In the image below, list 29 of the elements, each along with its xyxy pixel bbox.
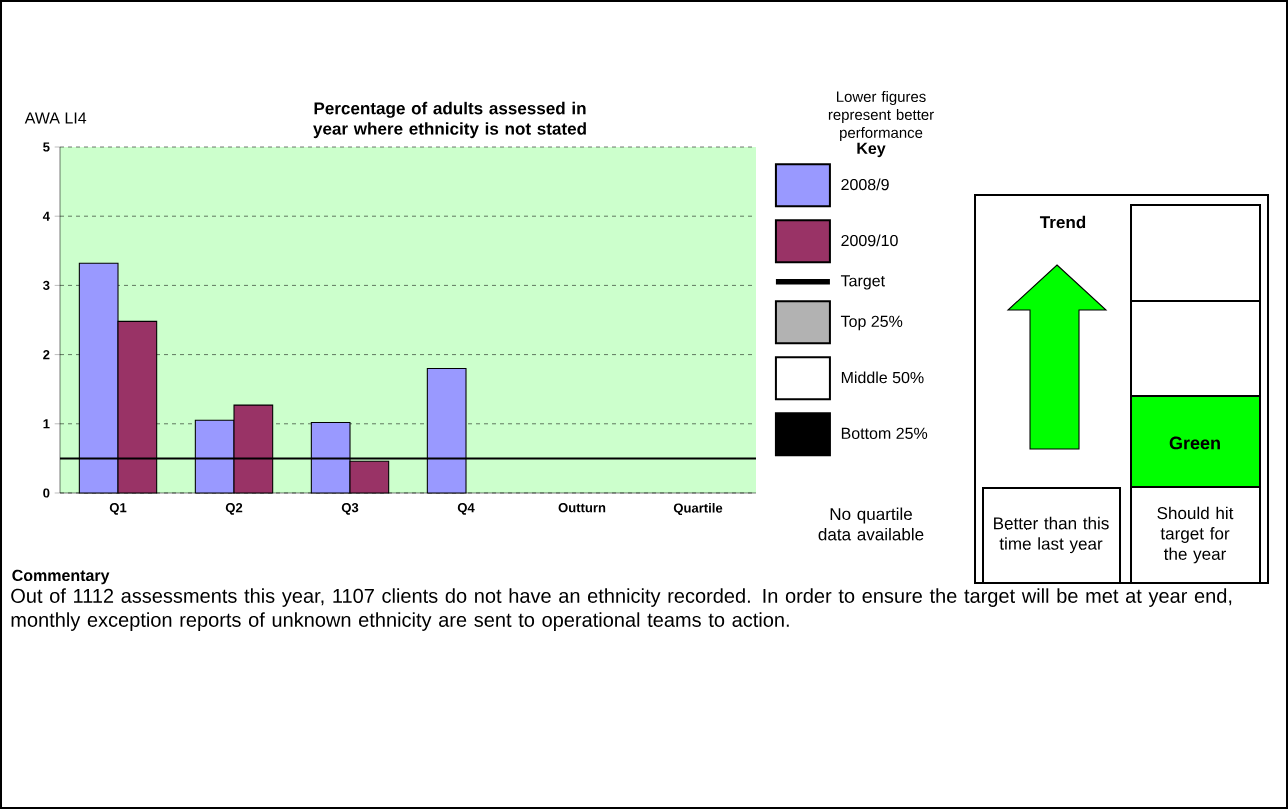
x-tick-label: Quartile [673, 503, 723, 516]
text: Bottom 25% [841, 427, 928, 439]
y-tick-label: 0 [43, 488, 50, 498]
text: AWA LI4 [24, 112, 87, 124]
legend-title: Key [857, 142, 886, 158]
text: Top 25% [840, 315, 903, 331]
text: Commentary [12, 569, 110, 585]
x-tick-label: Q2 [225, 503, 243, 515]
text: Out of 1112 assessments this year, 1107 clients do not have an ethnicity recorded. In order to ensure the target will be met at year end, monthly exception reports of unknown ethnicity are sent to operational teams to action. [11, 588, 1232, 631]
text: Should hit target for the year [1157, 506, 1234, 564]
y-tick-label: 3 [42, 280, 50, 291]
legend-label: Target [840, 275, 885, 290]
chart-title: Percentage of adults assessed in year where ethnicity is not stated [313, 101, 586, 139]
x-tick-label: Q4 [457, 503, 475, 515]
x-tick-label: Q1 [109, 503, 127, 515]
text: Better than this time last year [994, 516, 1109, 554]
text: Trend [1039, 215, 1086, 229]
y-tick-label: 1 [43, 419, 50, 429]
text: No quartile data available [818, 507, 924, 541]
text: 2008/9 [841, 178, 889, 191]
x-tick-label: Q3 [341, 503, 359, 515]
y-tick-label: 5 [43, 142, 50, 152]
y-tick-label: 4 [42, 211, 50, 221]
text: Middle 50% [841, 371, 924, 384]
x-tick-label: Outturn [558, 503, 606, 513]
text: 2009/10 [841, 234, 898, 247]
text: Green [1169, 436, 1220, 450]
text: Lower figures represent better performance [828, 91, 934, 141]
y-tick-label: 2 [43, 350, 50, 360]
